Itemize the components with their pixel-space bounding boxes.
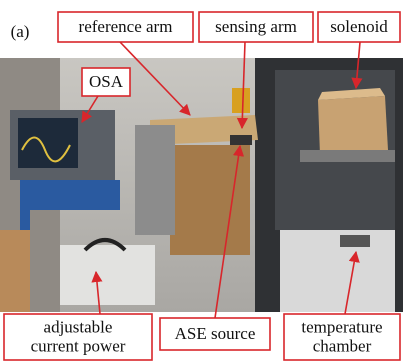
figure: (a) reference arm sensing arm solenoid OSA a… — [0, 0, 403, 361]
label-text: current power — [31, 336, 126, 355]
label-text: temperature — [301, 317, 382, 336]
label-text: sensing arm — [215, 17, 297, 36]
label-text: OSA — [89, 72, 124, 91]
label-text: adjustable — [44, 317, 113, 336]
label-text: ASE source — [175, 324, 256, 343]
label-text: reference arm — [79, 17, 173, 36]
label-text: solenoid — [330, 17, 388, 36]
photo — [0, 58, 403, 312]
panel-label: (a) — [11, 22, 30, 41]
label-text: chamber — [313, 336, 372, 355]
